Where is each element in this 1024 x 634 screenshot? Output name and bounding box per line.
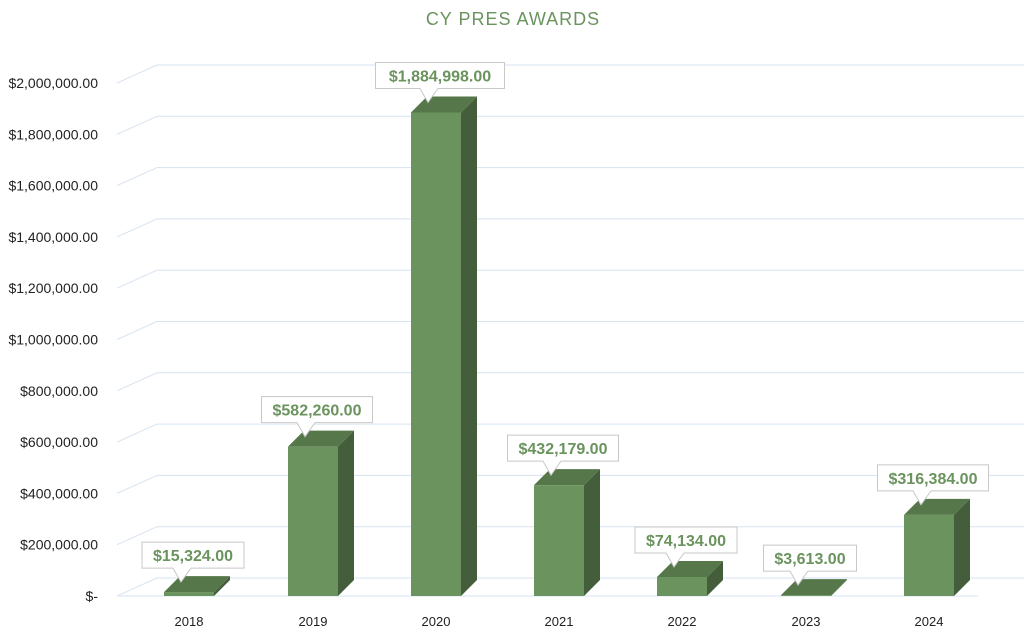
y-tick-label: $1,400,000.00 (8, 229, 98, 245)
bar-2023 (781, 579, 847, 596)
bar-front (657, 576, 707, 596)
y-tick-label: $600,000.00 (20, 434, 98, 450)
data-label-text: $432,179.00 (519, 441, 608, 458)
gridline-diagonal (116, 167, 158, 187)
data-labels: $15,324.00 $582,260.00 $1,884,998.00 $432,1… (141, 61, 989, 586)
data-label-2022: $74,134.00 (634, 526, 738, 568)
bar-2022 (657, 560, 723, 596)
bar-side (584, 469, 600, 596)
bar-side (338, 430, 354, 596)
data-label-text: $15,324.00 (153, 548, 233, 565)
data-label-box (763, 544, 857, 586)
gridline-diagonal (116, 474, 158, 494)
x-tick-label: 2024 (915, 614, 944, 629)
data-label-text: $316,384.00 (889, 471, 978, 488)
data-label-box (877, 464, 989, 506)
bar-side (461, 96, 477, 596)
gridline-diagonal (116, 64, 158, 84)
data-label-box (375, 61, 505, 104)
x-tick-label: 2022 (668, 614, 697, 629)
bar-side (214, 576, 230, 596)
gridline-diagonal (116, 269, 158, 289)
bar-2021 (534, 469, 600, 596)
x-tick-label: 2023 (792, 614, 821, 629)
x-tick-label: 2018 (175, 614, 204, 629)
data-label-box (634, 526, 738, 568)
bar-2024 (904, 498, 970, 596)
data-label-box (507, 434, 619, 477)
y-tick-label: $- (86, 588, 99, 604)
x-tick-label: 2021 (545, 614, 574, 629)
data-label-text: $1,884,998.00 (389, 68, 491, 85)
y-tick-label: $1,800,000.00 (8, 126, 98, 142)
data-label-2020: $1,884,998.00 (375, 61, 505, 104)
gridline-diagonal (116, 218, 158, 238)
x-axis-ticks: 2018 2019 2020 2021 2022 2023 2024 (175, 614, 944, 629)
y-tick-label: $800,000.00 (20, 383, 98, 399)
data-label-2019: $582,260.00 (261, 396, 373, 438)
data-label-text: $3,613.00 (774, 551, 845, 568)
bar-2020 (411, 96, 477, 596)
data-label-2024: $316,384.00 (877, 464, 989, 506)
y-tick-label: $400,000.00 (20, 485, 98, 501)
y-axis-ticks: $- $200,000.00 $400,000.00 $600,000.00 $800,… (8, 75, 98, 604)
x-tick-label: 2020 (422, 614, 451, 629)
gridline-diagonal (116, 372, 158, 392)
data-label-text: $74,134.00 (646, 533, 726, 550)
bar-front (904, 514, 954, 596)
bars (164, 96, 970, 596)
x-tick-label: 2019 (299, 614, 328, 629)
gridline-diagonal (116, 526, 158, 546)
y-tick-label: $1,200,000.00 (8, 280, 98, 296)
data-label-text: $582,260.00 (273, 403, 362, 420)
bar-front (534, 485, 584, 596)
bar-side (831, 579, 847, 596)
gridline-diagonal (116, 577, 158, 597)
bar-side (707, 560, 723, 596)
y-tick-label: $1,000,000.00 (8, 332, 98, 348)
bar-front (288, 446, 338, 596)
gridline-diagonal (116, 321, 158, 340)
bar-front (164, 592, 214, 596)
bar-side (954, 498, 970, 596)
y-tick-label: $200,000.00 (20, 537, 98, 553)
gridline-diagonal (116, 423, 158, 443)
data-label-2018: $15,324.00 (141, 541, 245, 583)
y-tick-label: $1,600,000.00 (8, 178, 98, 194)
bar-2018 (164, 576, 230, 596)
bar-2019 (288, 430, 354, 596)
data-label-2021: $432,179.00 (507, 434, 619, 477)
data-label-2023: $3,613.00 (763, 544, 857, 586)
bar-top (781, 579, 847, 596)
chart-title: CY PRES AWARDS (426, 9, 600, 29)
data-label-box (261, 396, 373, 438)
bar-front (411, 112, 461, 596)
gridline-diagonal (116, 115, 158, 135)
data-label-box (141, 541, 245, 583)
y-tick-label: $2,000,000.00 (8, 75, 98, 91)
bar-front (781, 595, 831, 596)
